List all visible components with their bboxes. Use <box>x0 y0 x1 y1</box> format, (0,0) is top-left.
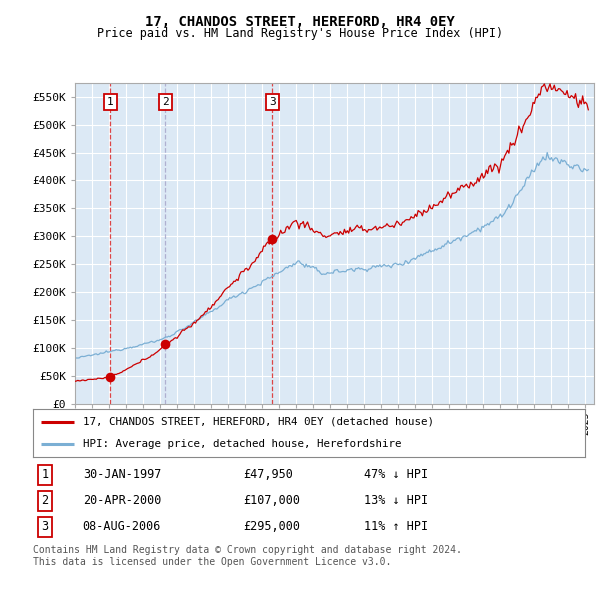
Text: 1: 1 <box>107 97 114 107</box>
Text: 11% ↑ HPI: 11% ↑ HPI <box>364 520 428 533</box>
Text: 47% ↓ HPI: 47% ↓ HPI <box>364 468 428 481</box>
Text: 3: 3 <box>269 97 276 107</box>
Text: £295,000: £295,000 <box>243 520 300 533</box>
Text: £47,950: £47,950 <box>243 468 293 481</box>
Text: HPI: Average price, detached house, Herefordshire: HPI: Average price, detached house, Here… <box>83 439 401 449</box>
Text: Contains HM Land Registry data © Crown copyright and database right 2024.
This d: Contains HM Land Registry data © Crown c… <box>33 545 462 567</box>
Text: 2: 2 <box>162 97 169 107</box>
Text: 17, CHANDOS STREET, HEREFORD, HR4 0EY: 17, CHANDOS STREET, HEREFORD, HR4 0EY <box>145 15 455 29</box>
Text: 13% ↓ HPI: 13% ↓ HPI <box>364 494 428 507</box>
Text: 3: 3 <box>41 520 49 533</box>
Text: 1: 1 <box>41 468 49 481</box>
Text: 20-APR-2000: 20-APR-2000 <box>83 494 161 507</box>
Text: 08-AUG-2006: 08-AUG-2006 <box>83 520 161 533</box>
Text: £107,000: £107,000 <box>243 494 300 507</box>
Text: Price paid vs. HM Land Registry's House Price Index (HPI): Price paid vs. HM Land Registry's House … <box>97 27 503 40</box>
Text: 17, CHANDOS STREET, HEREFORD, HR4 0EY (detached house): 17, CHANDOS STREET, HEREFORD, HR4 0EY (d… <box>83 417 434 427</box>
Text: 30-JAN-1997: 30-JAN-1997 <box>83 468 161 481</box>
Text: 2: 2 <box>41 494 49 507</box>
